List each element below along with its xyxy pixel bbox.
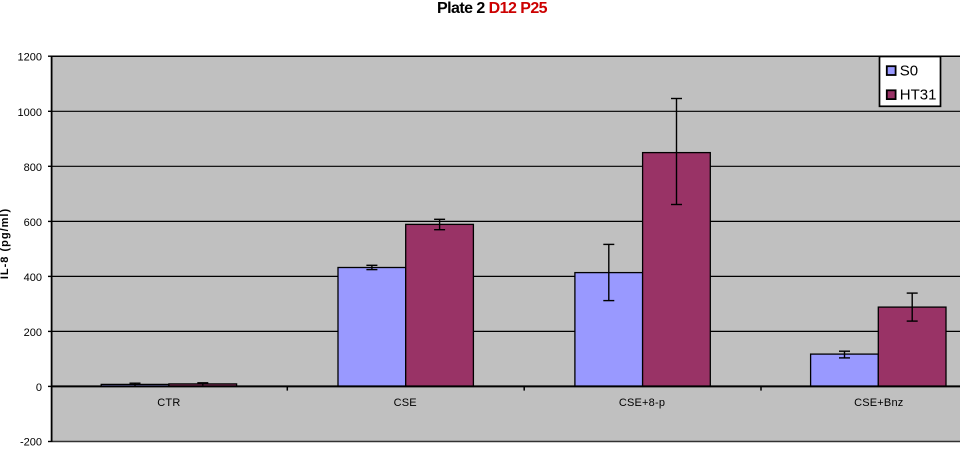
svg-text:1200: 1200: [18, 52, 42, 64]
svg-text:CSE: CSE: [394, 397, 417, 409]
svg-text:-200: -200: [20, 437, 42, 449]
svg-text:CSE+8-p: CSE+8-p: [619, 397, 665, 409]
svg-text:S0: S0: [900, 62, 918, 79]
svg-text:CTR: CTR: [157, 397, 180, 409]
svg-text:IL-8 (pg/ml): IL-8 (pg/ml): [0, 208, 11, 279]
svg-text:200: 200: [24, 327, 42, 339]
svg-text:Plate 2 D12 P25: Plate 2 D12 P25: [437, 0, 548, 17]
svg-text:800: 800: [24, 162, 42, 174]
svg-text:1000: 1000: [18, 107, 42, 119]
svg-text:600: 600: [24, 217, 42, 229]
svg-text:CSE+Bnz: CSE+Bnz: [854, 397, 903, 409]
svg-text:400: 400: [24, 272, 42, 284]
svg-text:HT31: HT31: [900, 87, 937, 104]
svg-text:0: 0: [36, 382, 42, 394]
